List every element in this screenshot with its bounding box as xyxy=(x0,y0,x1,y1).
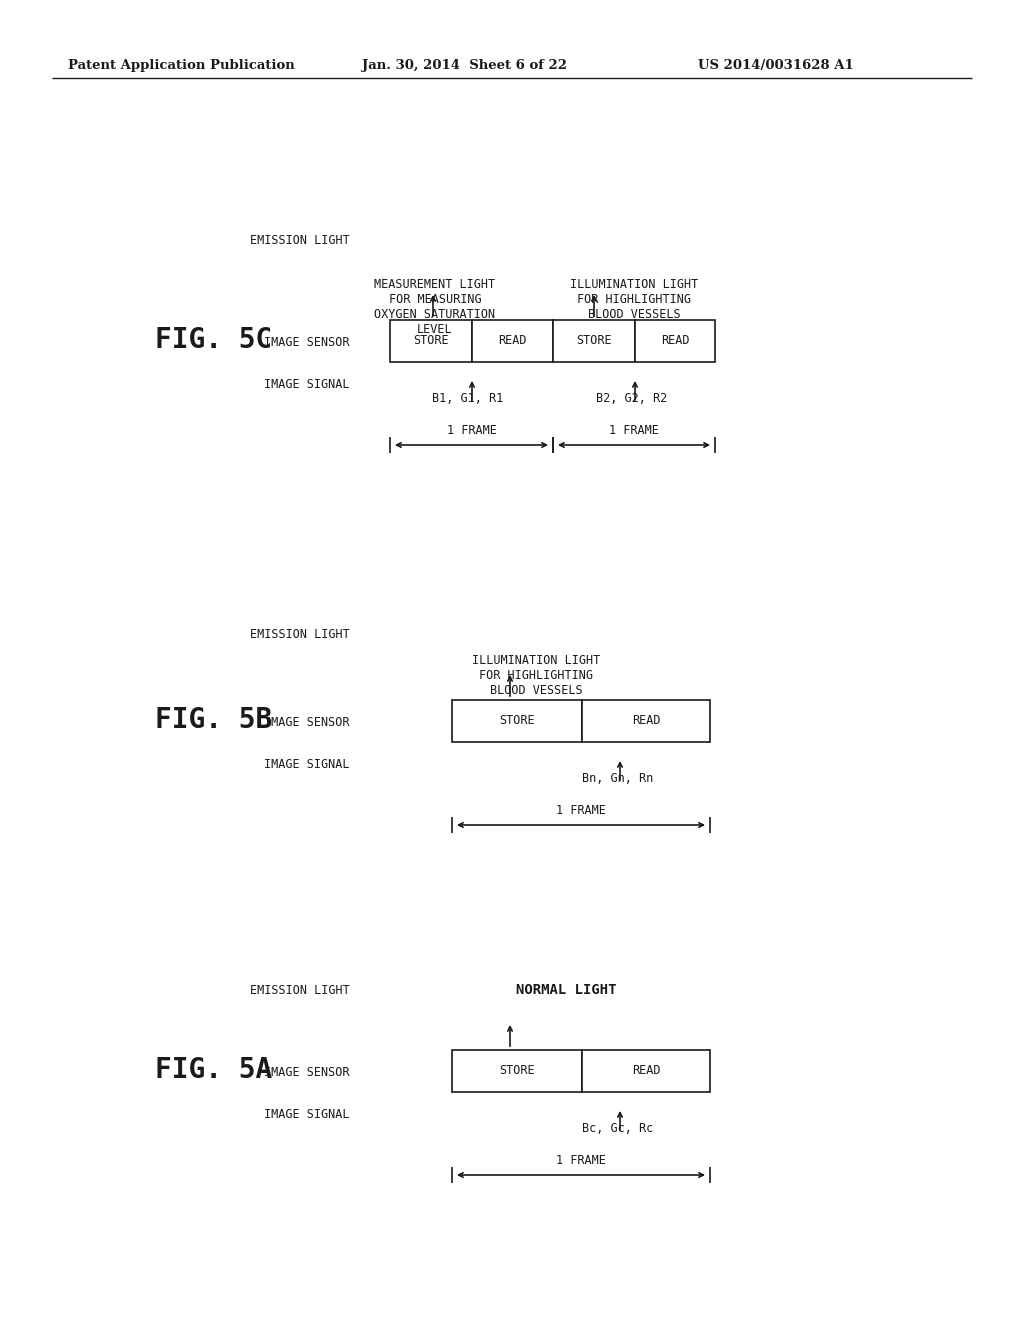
Text: READ: READ xyxy=(499,334,526,347)
Bar xyxy=(472,319,553,362)
Text: IMAGE SIGNAL: IMAGE SIGNAL xyxy=(264,759,350,771)
Text: 1 FRAME: 1 FRAME xyxy=(556,804,606,817)
Text: READ: READ xyxy=(632,714,660,727)
Text: 1 FRAME: 1 FRAME xyxy=(556,1155,606,1167)
Text: MEASUREMENT LIGHT
FOR MEASURING
OXYGEN SATURATION
LEVEL: MEASUREMENT LIGHT FOR MEASURING OXYGEN S… xyxy=(375,279,496,337)
Text: Jan. 30, 2014  Sheet 6 of 22: Jan. 30, 2014 Sheet 6 of 22 xyxy=(362,58,567,71)
Text: STORE: STORE xyxy=(499,1064,535,1077)
Text: NORMAL LIGHT: NORMAL LIGHT xyxy=(516,983,616,997)
Bar xyxy=(390,319,472,362)
Bar xyxy=(452,1049,582,1092)
Bar xyxy=(635,319,715,362)
Text: IMAGE SIGNAL: IMAGE SIGNAL xyxy=(264,379,350,392)
Bar xyxy=(582,700,710,742)
Text: STORE: STORE xyxy=(499,714,535,727)
Bar xyxy=(452,700,582,742)
Text: FIG. 5B: FIG. 5B xyxy=(155,706,272,734)
Text: Bn, Gn, Rn: Bn, Gn, Rn xyxy=(583,772,653,785)
Text: READ: READ xyxy=(632,1064,660,1077)
Text: B1, G1, R1: B1, G1, R1 xyxy=(432,392,504,405)
Text: FIG. 5C: FIG. 5C xyxy=(155,326,272,354)
Text: STORE: STORE xyxy=(414,334,449,347)
Text: IMAGE SENSOR: IMAGE SENSOR xyxy=(264,1065,350,1078)
Text: EMISSION LIGHT: EMISSION LIGHT xyxy=(250,627,350,640)
Text: STORE: STORE xyxy=(577,334,611,347)
Text: IMAGE SENSOR: IMAGE SENSOR xyxy=(264,715,350,729)
Text: READ: READ xyxy=(660,334,689,347)
Text: US 2014/0031628 A1: US 2014/0031628 A1 xyxy=(698,58,854,71)
Text: Patent Application Publication: Patent Application Publication xyxy=(68,58,295,71)
Text: Bc, Gc, Rc: Bc, Gc, Rc xyxy=(583,1122,653,1135)
Text: EMISSION LIGHT: EMISSION LIGHT xyxy=(250,983,350,997)
Text: 1 FRAME: 1 FRAME xyxy=(609,425,658,437)
Text: IMAGE SENSOR: IMAGE SENSOR xyxy=(264,335,350,348)
Text: IMAGE SIGNAL: IMAGE SIGNAL xyxy=(264,1109,350,1122)
Text: ILLUMINATION LIGHT
FOR HIGHLIGHTING
BLOOD VESSELS: ILLUMINATION LIGHT FOR HIGHLIGHTING BLOO… xyxy=(570,279,698,321)
Text: 1 FRAME: 1 FRAME xyxy=(446,425,497,437)
Bar xyxy=(582,1049,710,1092)
Text: FIG. 5A: FIG. 5A xyxy=(155,1056,272,1084)
Bar xyxy=(553,319,635,362)
Text: EMISSION LIGHT: EMISSION LIGHT xyxy=(250,234,350,247)
Text: ILLUMINATION LIGHT
FOR HIGHLIGHTING
BLOOD VESSELS: ILLUMINATION LIGHT FOR HIGHLIGHTING BLOO… xyxy=(472,653,600,697)
Text: B2, G2, R2: B2, G2, R2 xyxy=(596,392,668,405)
